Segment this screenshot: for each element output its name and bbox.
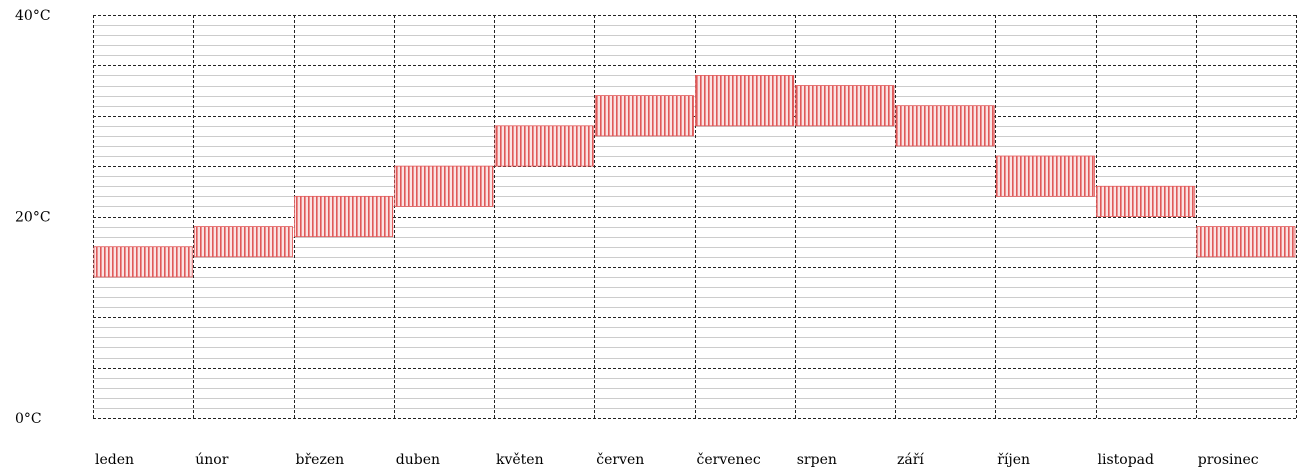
chart-grid xyxy=(93,15,1297,419)
range-bar-6 xyxy=(594,95,694,137)
x-tick-label: březen xyxy=(296,452,345,468)
range-bar-1 xyxy=(93,246,193,278)
x-tick-label: prosinec xyxy=(1198,452,1259,468)
x-tick-label: duben xyxy=(396,452,440,468)
x-tick-label: červenec xyxy=(697,452,761,468)
range-bar-10 xyxy=(995,155,1095,197)
x-axis-tick-labels: leden únor březen duben květen červen červenec… xyxy=(95,452,1259,468)
y-tick-label: 0°C xyxy=(15,411,42,427)
range-bar-2 xyxy=(193,226,293,258)
range-bar-7 xyxy=(695,75,795,127)
y-axis-tick-labels: 0°C 20°C 40°C xyxy=(15,8,51,427)
range-bar-11 xyxy=(1096,185,1196,217)
y-tick-label: 20°C xyxy=(15,210,51,226)
x-tick-label: leden xyxy=(95,452,134,468)
x-tick-label: říjen xyxy=(997,452,1030,468)
x-tick-label: červen xyxy=(596,452,644,468)
range-bar-12 xyxy=(1196,226,1296,258)
range-bar-9 xyxy=(895,105,995,147)
range-bar-4 xyxy=(394,165,494,207)
range-bar-3 xyxy=(294,195,394,238)
x-tick-label: květen xyxy=(496,452,544,468)
y-tick-label: 40°C xyxy=(15,8,51,24)
chart-bars xyxy=(93,75,1296,278)
range-bar-8 xyxy=(795,85,895,127)
x-tick-label: listopad xyxy=(1098,452,1155,468)
x-tick-label: únor xyxy=(195,452,228,468)
x-tick-label: srpen xyxy=(797,452,837,468)
x-tick-label: září xyxy=(897,452,924,468)
range-bar-5 xyxy=(494,125,594,167)
